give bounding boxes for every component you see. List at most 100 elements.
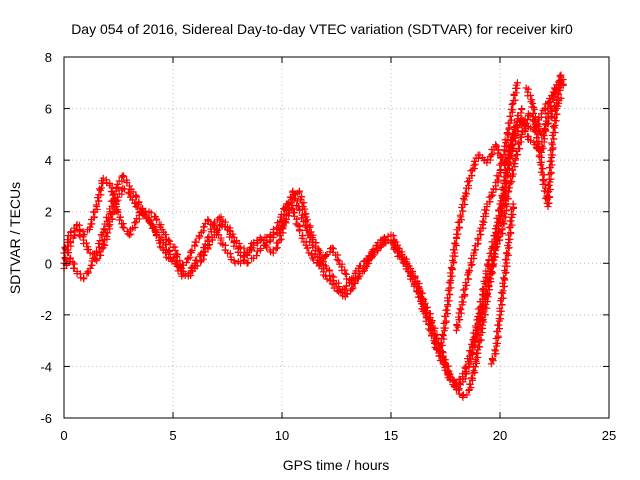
data-point (484, 267, 492, 275)
data-point (534, 140, 542, 148)
data-point (487, 192, 495, 200)
data-point (356, 269, 364, 277)
data-point (133, 193, 141, 201)
data-point (328, 244, 336, 252)
data-point (451, 240, 459, 248)
data-point (506, 217, 514, 225)
data-point (114, 208, 122, 216)
data-point (532, 123, 540, 131)
data-point (253, 252, 261, 260)
data-point (335, 282, 343, 290)
grid (64, 57, 609, 418)
data-point (489, 262, 497, 270)
data-point (296, 227, 304, 235)
data-point (404, 265, 412, 273)
x-tick-label: 20 (493, 428, 507, 443)
data-point (465, 182, 473, 190)
data-point (302, 216, 310, 224)
data-point (228, 233, 236, 241)
data-point (421, 304, 429, 312)
data-point (310, 256, 318, 264)
data-point (456, 211, 464, 219)
data-point (275, 229, 283, 237)
data-point (503, 136, 511, 144)
data-point (551, 114, 559, 122)
data-point (508, 221, 516, 229)
data-point (187, 264, 195, 272)
data-point (551, 85, 559, 93)
data-point (95, 240, 103, 248)
data-point (486, 198, 494, 206)
data-point (165, 246, 173, 254)
plot-frame (63, 56, 610, 419)
data-point (521, 127, 529, 135)
data-point (205, 233, 213, 241)
y-tick-label: 6 (45, 102, 52, 117)
data-point (87, 220, 95, 228)
data-point (273, 244, 281, 252)
data-point (451, 246, 459, 254)
data-point (545, 99, 553, 107)
data-point (257, 245, 265, 253)
data-point (84, 245, 92, 253)
data-point (491, 253, 499, 261)
data-point (510, 160, 518, 168)
data-point (92, 247, 100, 255)
data-point (303, 244, 311, 252)
data-point (498, 184, 506, 192)
data-point (447, 264, 455, 272)
data-point (104, 214, 112, 222)
data-point (471, 363, 479, 371)
data-point (263, 239, 271, 247)
data-point (125, 182, 133, 190)
data-point (414, 288, 422, 296)
data-point (75, 226, 83, 234)
data-point (370, 248, 378, 256)
data-point (171, 257, 179, 265)
data-point (530, 116, 538, 124)
data-point (108, 215, 116, 223)
data-point (192, 238, 200, 246)
data-point (445, 278, 453, 286)
data-point (513, 79, 521, 87)
data-point (470, 157, 478, 165)
data-point (90, 213, 98, 221)
data-point (502, 213, 510, 221)
data-point (537, 161, 545, 169)
data-point (96, 243, 104, 251)
data-point (468, 261, 476, 269)
data-point (492, 347, 500, 355)
x-tick-label: 15 (384, 428, 398, 443)
data-point (503, 250, 511, 258)
y-tick-label: -4 (40, 359, 52, 374)
data-point (460, 196, 468, 204)
data-point (554, 102, 562, 110)
data-point (204, 234, 212, 242)
data-point (200, 223, 208, 231)
data-point (277, 235, 285, 243)
data-point (328, 272, 336, 280)
data-point (92, 201, 100, 209)
data-point (556, 72, 564, 80)
data-point (546, 185, 554, 193)
data-point (518, 105, 526, 113)
data-point (467, 340, 475, 348)
data-point (489, 244, 497, 252)
data-point (477, 325, 485, 333)
y-tick-label: 2 (45, 205, 52, 220)
data-point (554, 84, 562, 92)
data-point (453, 321, 461, 329)
data-point (425, 320, 433, 328)
data-point (270, 231, 278, 239)
data-point (548, 141, 556, 149)
data-point (162, 231, 170, 239)
data-point (492, 141, 500, 149)
data-point (120, 224, 128, 232)
data-point (467, 259, 475, 267)
data-point (451, 239, 459, 247)
data-point (503, 158, 511, 166)
data-point (500, 275, 508, 283)
data-point (485, 256, 493, 264)
data-point (526, 91, 534, 99)
